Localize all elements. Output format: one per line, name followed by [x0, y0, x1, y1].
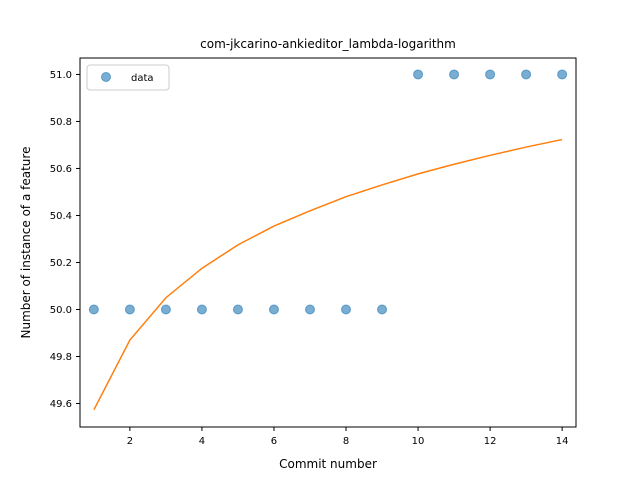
x-tick-label: 12: [484, 436, 497, 447]
data-point: [485, 69, 496, 80]
legend-box: [86, 64, 170, 91]
data-point: [341, 304, 352, 315]
data-point: [377, 304, 388, 315]
y-axis-label: Number of instance of a feature: [19, 147, 33, 339]
chart-title: com-jkcarino-ankieditor_lambda-logarithm: [200, 37, 456, 51]
y-tick-label: 50.8: [50, 117, 72, 128]
y-tick-label: 49.8: [50, 352, 72, 363]
y-tick-label: 51.0: [50, 70, 72, 81]
legend-marker: [101, 72, 111, 82]
x-axis-label: Commit number: [279, 457, 377, 471]
data-point: [196, 304, 207, 315]
data-point: [413, 69, 424, 80]
data-point: [304, 304, 315, 315]
y-tick-label: 50.2: [50, 258, 72, 269]
data-point: [124, 304, 135, 315]
x-tick-label: 2: [127, 436, 133, 447]
data-point: [268, 304, 279, 315]
x-axis-ticks: 2 4 6 8 10 12 14: [127, 427, 569, 447]
x-tick-label: 10: [412, 436, 425, 447]
legend-label: data: [131, 73, 154, 84]
data-point: [449, 69, 460, 80]
fit-line: [93, 138, 563, 411]
plot-frame: [79, 57, 577, 428]
data-point: [521, 69, 532, 80]
x-tick-label: 14: [556, 436, 569, 447]
data-point: [232, 304, 243, 315]
y-tick-label: 49.6: [50, 399, 72, 410]
y-axis-ticks: 49.6 49.8 50.0 50.2 50.4 50.6 50.8 51.0: [50, 70, 80, 410]
data-point: [557, 69, 568, 80]
x-tick-label: 8: [343, 436, 349, 447]
x-tick-label: 4: [199, 436, 205, 447]
legend: data: [86, 64, 170, 91]
y-tick-label: 50.6: [50, 164, 72, 175]
data-points-layer: [88, 69, 568, 315]
y-tick-label: 50.4: [50, 211, 72, 222]
data-point: [160, 304, 171, 315]
y-tick-label: 50.0: [50, 305, 72, 316]
x-tick-label: 6: [271, 436, 277, 447]
fit-line-layer: [93, 138, 563, 411]
plot-background: [80, 58, 576, 427]
plot-area: [79, 57, 577, 428]
data-point: [88, 304, 99, 315]
